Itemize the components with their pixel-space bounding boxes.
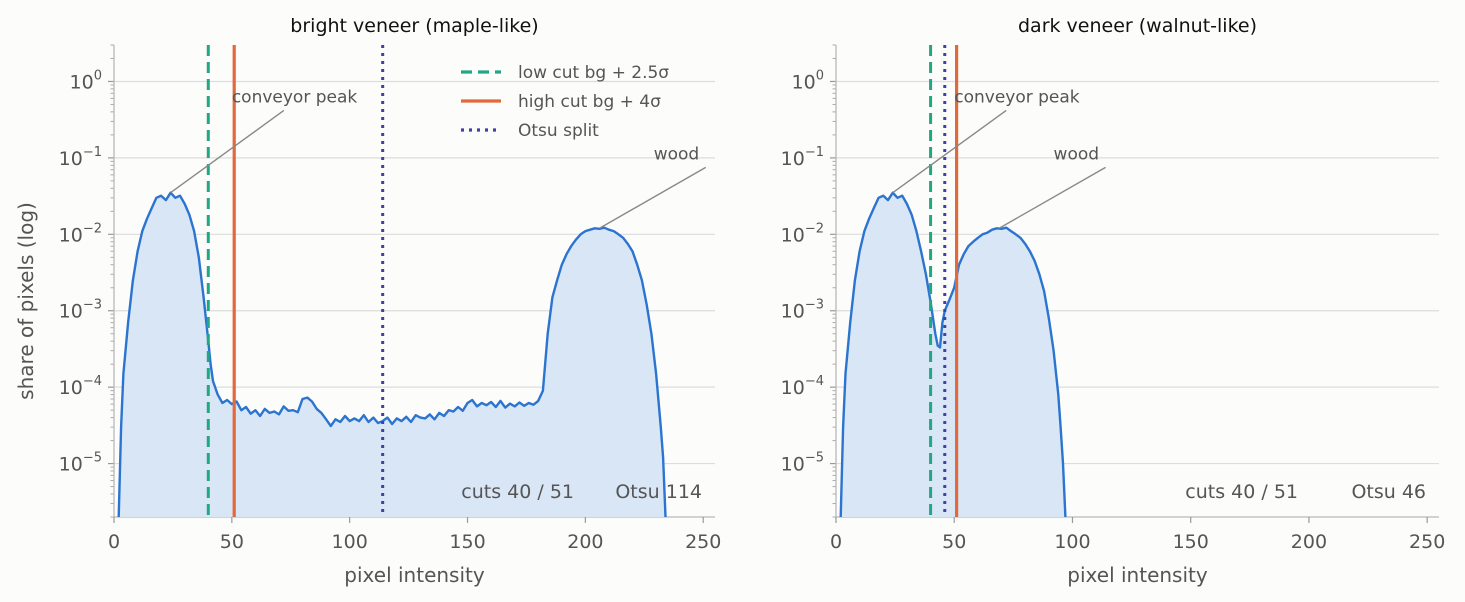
- y-tick-label: 100: [792, 68, 824, 93]
- x-tick-label: 100: [332, 531, 368, 553]
- panel-title: dark veneer (walnut-like): [1018, 15, 1257, 37]
- x-tick-label: 100: [1054, 531, 1090, 553]
- y-tick-label: 10−5: [781, 451, 824, 476]
- x-tick-label: 50: [942, 531, 966, 553]
- annotation-label: conveyor peak: [232, 87, 358, 107]
- annotation-arrow: [599, 166, 707, 229]
- panel-1: 100 10−1 10−2 10−3 10−4 10−5 0 50 100 150 200 250 co…: [14, 15, 721, 587]
- y-tick-label: 10−3: [781, 298, 824, 323]
- x-tick-label: 250: [1409, 531, 1445, 553]
- x-tick-label: 50: [220, 531, 244, 553]
- y-tick-label: 10−5: [59, 451, 102, 476]
- y-axis-label: share of pixels (log): [14, 202, 38, 400]
- legend: low cut bg + 2.5σ high cut bg + 4σ Otsu sp…: [461, 63, 669, 141]
- histogram-area: [118, 192, 666, 517]
- legend-label: low cut bg + 2.5σ: [518, 63, 669, 83]
- cuts-readout: cuts 40 / 51: [461, 481, 574, 503]
- annotation-label: wood: [654, 144, 700, 164]
- y-tick-label: 10−4: [59, 374, 102, 399]
- panel-title: bright veneer (maple-like): [290, 15, 538, 37]
- y-tick-label: 10−2: [781, 221, 824, 246]
- y-tick-label: 10−3: [59, 298, 102, 323]
- y-tick-label: 100: [70, 68, 102, 93]
- annotation-label: wood: [1054, 144, 1100, 164]
- y-tick-label: 10−1: [59, 145, 102, 170]
- x-tick-label: 150: [449, 531, 485, 553]
- annotation-label: conveyor peak: [954, 87, 1080, 107]
- x-axis-label: pixel intensity: [344, 563, 485, 587]
- annotation-arrow: [892, 109, 1007, 194]
- y-tick-label: 10−2: [59, 221, 102, 246]
- histogram-area: [840, 192, 1066, 517]
- x-tick-label: 150: [1173, 531, 1209, 553]
- x-axis-label: pixel intensity: [1067, 563, 1208, 587]
- x-tick-label: 200: [567, 531, 603, 553]
- legend-label: Otsu split: [518, 121, 599, 141]
- otsu-readout: Otsu 46: [1351, 481, 1426, 503]
- histogram-line: [117, 191, 667, 518]
- y-tick-label: 10−1: [781, 145, 824, 170]
- y-tick-label: 10−4: [781, 374, 824, 399]
- legend-label: high cut bg + 4σ: [518, 92, 661, 112]
- annotation-arrow: [998, 166, 1106, 229]
- x-tick-label: 250: [685, 531, 721, 553]
- x-tick-label: 0: [108, 531, 120, 553]
- panel-2: 100 10−1 10−2 10−3 10−4 10−5 0 50 100 150 200 250 co…: [781, 15, 1446, 587]
- annotation-arrow: [170, 109, 285, 194]
- x-tick-label: 0: [830, 531, 842, 553]
- cuts-readout: cuts 40 / 51: [1185, 481, 1298, 503]
- histogram-line: [839, 191, 1067, 518]
- x-tick-label: 200: [1291, 531, 1327, 553]
- otsu-readout: Otsu 114: [615, 481, 702, 503]
